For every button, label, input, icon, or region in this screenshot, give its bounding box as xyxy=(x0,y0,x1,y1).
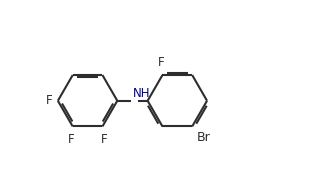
Text: F: F xyxy=(68,133,74,146)
Text: F: F xyxy=(101,133,107,146)
Text: F: F xyxy=(46,94,52,107)
Text: Br: Br xyxy=(197,131,211,144)
Text: F: F xyxy=(158,56,164,69)
Text: NH: NH xyxy=(133,87,150,99)
